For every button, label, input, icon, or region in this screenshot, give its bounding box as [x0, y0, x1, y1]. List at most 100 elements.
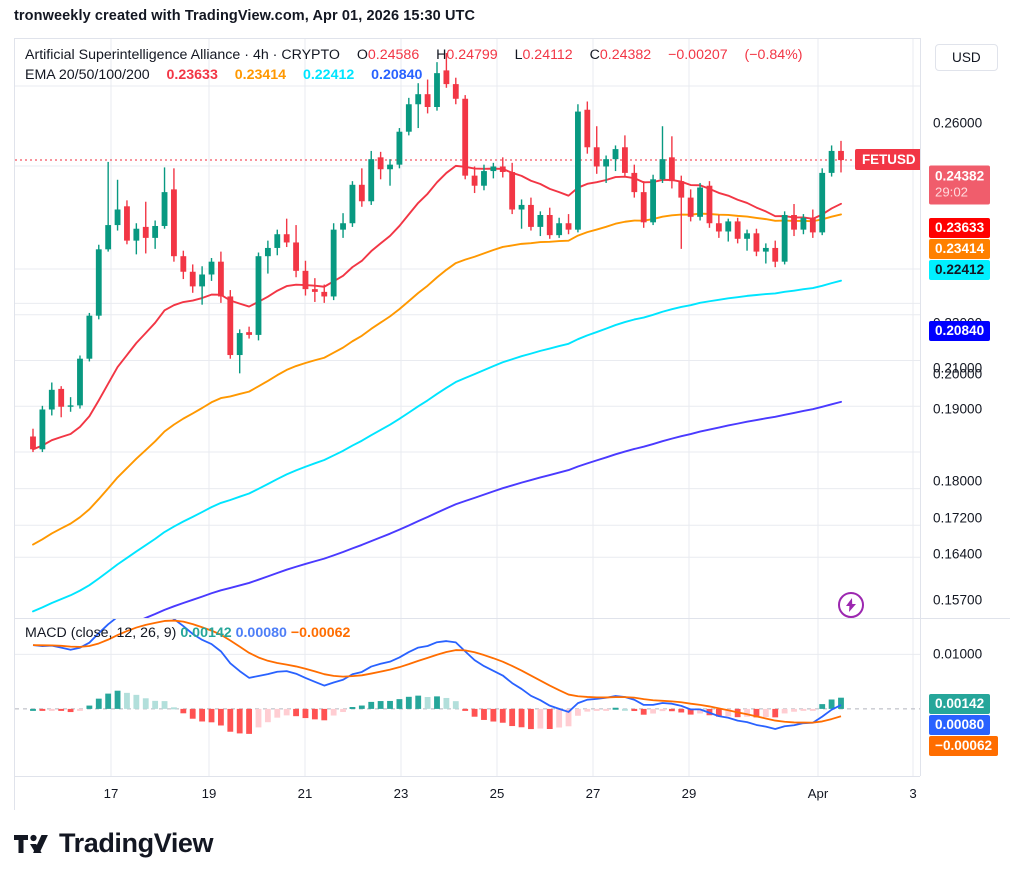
- macd-hist-bar: [443, 697, 450, 709]
- candle-body: [744, 233, 750, 239]
- macd-hist-bar: [809, 708, 816, 711]
- macd-axis-tick: 0.01000: [933, 646, 983, 662]
- macd-hist-bar: [293, 708, 299, 717]
- ema100-line: [32, 279, 842, 613]
- candle-body: [575, 111, 581, 230]
- macd-signal-line: [32, 619, 842, 724]
- candle-body: [58, 388, 65, 407]
- macd-hist-bar: [133, 694, 140, 709]
- candle-body: [621, 147, 628, 173]
- macd-hist-bar: [424, 697, 431, 709]
- candle-body: [161, 192, 168, 226]
- macd-hist-bar: [321, 708, 328, 721]
- price-axis-value-badge[interactable]: 0.24382 29:02: [929, 165, 991, 205]
- macd-hist-bar: [199, 708, 206, 722]
- candle-body: [556, 223, 563, 236]
- price-axis-tick: 0.20000: [933, 366, 983, 382]
- macd-hist-bar: [828, 699, 835, 709]
- price-pane[interactable]: Artificial Superintelligence Alliance · …: [14, 38, 920, 618]
- macd-hist-bar: [772, 708, 779, 718]
- candle-body: [828, 150, 835, 173]
- ema20-line: [32, 164, 842, 451]
- candle-body: [593, 147, 600, 167]
- candle-body: [171, 189, 177, 257]
- price-axis-tick: 0.17200: [933, 510, 983, 526]
- candle-body: [264, 247, 271, 257]
- lightning-icon[interactable]: [838, 592, 864, 618]
- candle-body: [199, 274, 206, 287]
- candle-body: [368, 159, 375, 202]
- time-axis-tick: 3: [909, 786, 917, 801]
- macd-axis-value-badge[interactable]: 0.00080: [929, 715, 991, 735]
- macd-axis-value-badge[interactable]: 0.00142: [929, 694, 991, 714]
- price-axis-tick: 0.15700: [933, 592, 983, 608]
- candle-body: [452, 84, 459, 99]
- macd-hist-bar: [565, 708, 572, 727]
- candle-body: [274, 234, 281, 248]
- price-axis-value-badge[interactable]: 0.23414: [929, 239, 991, 259]
- candle-body: [95, 249, 102, 316]
- macd-hist-bar: [603, 708, 610, 711]
- macd-axis-value-badge[interactable]: −0.00062: [929, 736, 999, 756]
- macd-hist-bar: [546, 708, 553, 730]
- price-axis[interactable]: USD 0.260000.220000.210000.200000.190000…: [920, 38, 1010, 776]
- candle-body: [424, 94, 431, 108]
- earnings-marker[interactable]: [838, 592, 864, 618]
- candle-body: [791, 215, 797, 230]
- candle-body: [358, 184, 365, 202]
- macd-hist-bar: [612, 707, 619, 710]
- candle-body: [217, 261, 224, 297]
- price-axis-value-badge[interactable]: 0.23633: [929, 218, 991, 238]
- macd-hist-bar: [142, 698, 149, 709]
- candle-body: [86, 315, 93, 359]
- candle-body: [330, 229, 337, 297]
- candle-body: [734, 221, 741, 239]
- macd-hist-bar: [715, 708, 722, 717]
- macd-hist-bar: [762, 708, 769, 718]
- macd-hist-bar: [650, 708, 657, 714]
- candle-body: [133, 228, 140, 241]
- macd-hist-bar: [274, 708, 281, 718]
- candle-body: [114, 209, 121, 226]
- macd-hist-bar: [48, 708, 55, 711]
- macd-hist-bar: [528, 708, 534, 730]
- candle-body: [255, 256, 262, 335]
- candle-body: [612, 149, 619, 160]
- candle-body: [697, 187, 703, 217]
- candle-body: [838, 150, 844, 161]
- macd-hist-bar: [509, 708, 516, 727]
- macd-hist-bar: [668, 708, 675, 712]
- price-axis-tick: 0.18000: [933, 473, 983, 489]
- price-axis-value-badge[interactable]: 0.20840: [929, 321, 991, 341]
- candle-body: [781, 215, 788, 262]
- candle-body: [546, 215, 553, 236]
- macd-hist-bar: [697, 708, 703, 714]
- macd-hist-bar: [838, 697, 844, 709]
- price-axis-value-badge[interactable]: 0.22412: [929, 260, 991, 280]
- candle-body: [537, 215, 544, 227]
- macd-pane[interactable]: MACD (close, 12, 26, 9) 0.00142 0.00080 …: [14, 618, 920, 776]
- candle-body: [124, 206, 130, 241]
- macd-hist-bar: [556, 708, 563, 728]
- currency-chip[interactable]: USD: [935, 44, 998, 71]
- candle-body: [246, 332, 253, 335]
- macd-hist-bar: [405, 696, 412, 709]
- macd-hist-bar: [217, 708, 224, 726]
- time-axis-tick: 21: [297, 786, 313, 801]
- macd-hist-bar: [161, 701, 168, 709]
- candle-body: [471, 175, 478, 186]
- macd-hist-bar: [264, 708, 271, 723]
- candle-body: [462, 98, 469, 176]
- macd-hist-bar: [452, 701, 459, 709]
- macd-hist-bar: [255, 708, 262, 728]
- price-axis-tick: 0.19000: [933, 401, 983, 417]
- time-axis[interactable]: 17 19 21 23 25 27 29 Apr 3: [14, 776, 920, 810]
- candle-body: [631, 172, 638, 193]
- candle-body: [518, 204, 525, 210]
- candle-body: [753, 233, 760, 252]
- macd-hist-bar: [340, 708, 346, 713]
- candle-body: [39, 409, 46, 450]
- candle-body: [48, 389, 55, 410]
- candle-body: [509, 171, 516, 210]
- tradingview-wordmark: TradingView: [59, 828, 214, 858]
